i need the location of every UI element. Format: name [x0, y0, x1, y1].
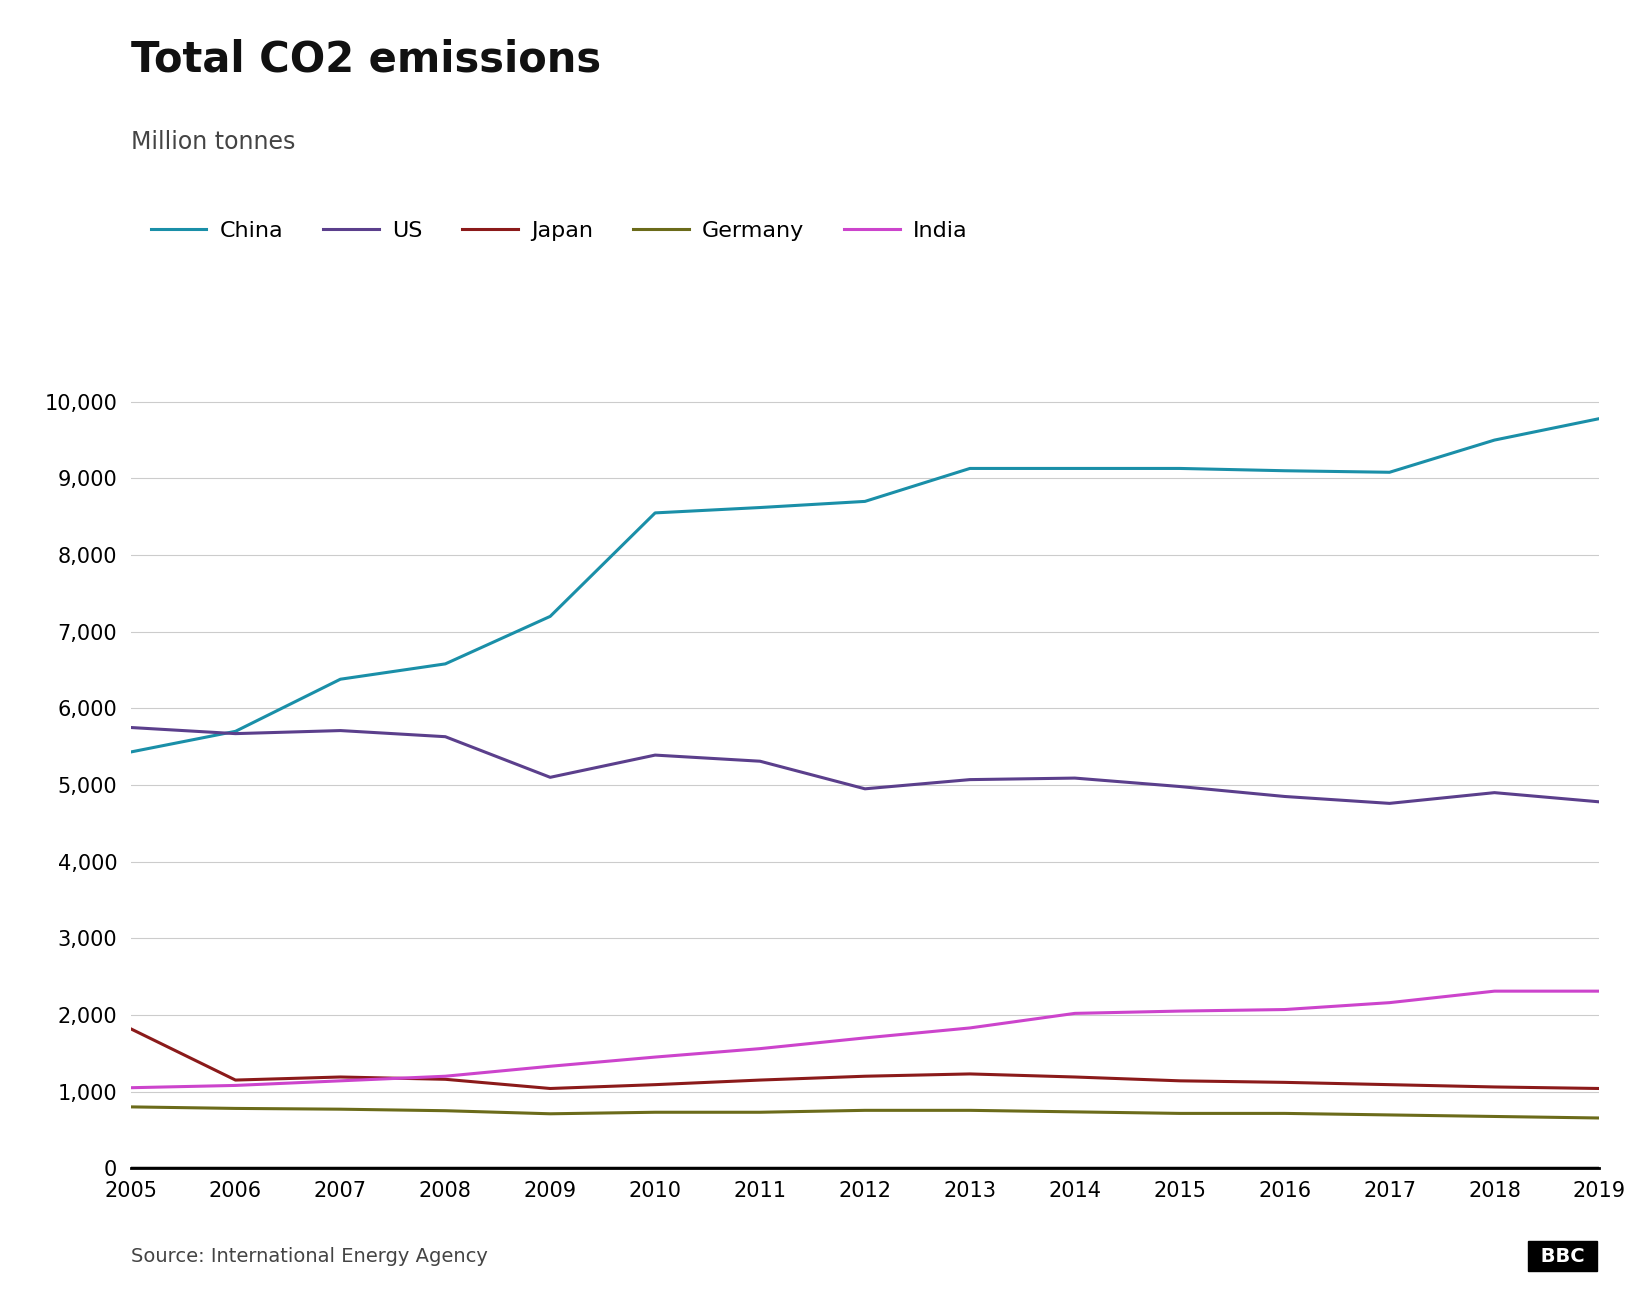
Japan: [645, 1077, 664, 1093]
Japan: [121, 1022, 140, 1037]
China: [1275, 463, 1294, 479]
Germany: [1170, 1106, 1190, 1121]
Germany: [960, 1102, 979, 1118]
US: [855, 781, 875, 797]
China: [960, 461, 979, 476]
India: [1379, 994, 1399, 1010]
US: [960, 772, 979, 788]
Japan: [1170, 1073, 1190, 1089]
US: [331, 723, 351, 739]
Line: Germany: Germany: [131, 1107, 1599, 1118]
China: [855, 493, 875, 509]
Legend: China, US, Japan, Germany, India: China, US, Japan, Germany, India: [142, 213, 978, 251]
Japan: [1275, 1075, 1294, 1090]
China: [436, 655, 455, 671]
US: [1485, 785, 1505, 801]
China: [645, 505, 664, 520]
China: [1066, 461, 1085, 476]
India: [225, 1077, 245, 1093]
Germany: [645, 1105, 664, 1120]
Germany: [1379, 1107, 1399, 1123]
Text: Million tonnes: Million tonnes: [131, 130, 295, 153]
India: [751, 1041, 770, 1057]
Line: US: US: [131, 727, 1599, 803]
China: [751, 500, 770, 515]
Japan: [436, 1072, 455, 1088]
India: [855, 1031, 875, 1046]
Japan: [1379, 1077, 1399, 1093]
Germany: [540, 1106, 560, 1121]
Germany: [1485, 1108, 1505, 1124]
India: [645, 1049, 664, 1064]
India: [331, 1073, 351, 1089]
US: [1379, 796, 1399, 811]
Line: Japan: Japan: [131, 1029, 1599, 1089]
China: [540, 609, 560, 624]
US: [751, 753, 770, 768]
Japan: [1485, 1079, 1505, 1094]
Text: Total CO2 emissions: Total CO2 emissions: [131, 39, 601, 80]
China: [1485, 432, 1505, 448]
Germany: [751, 1105, 770, 1120]
US: [540, 770, 560, 785]
US: [1275, 789, 1294, 805]
India: [1485, 984, 1505, 999]
China: [1170, 461, 1190, 476]
Germany: [436, 1103, 455, 1119]
India: [1275, 1002, 1294, 1018]
US: [645, 748, 664, 763]
Germany: [225, 1101, 245, 1116]
Germany: [1275, 1106, 1294, 1121]
US: [436, 729, 455, 745]
Japan: [225, 1072, 245, 1088]
India: [1170, 1003, 1190, 1019]
Japan: [1066, 1070, 1085, 1085]
Line: China: China: [131, 419, 1599, 752]
Japan: [540, 1081, 560, 1097]
Japan: [1590, 1081, 1609, 1097]
US: [121, 719, 140, 735]
US: [1170, 779, 1190, 794]
India: [121, 1080, 140, 1096]
Germany: [1066, 1105, 1085, 1120]
Text: Source: International Energy Agency: Source: International Energy Agency: [131, 1246, 488, 1266]
Germany: [331, 1102, 351, 1118]
India: [436, 1068, 455, 1084]
Japan: [331, 1070, 351, 1085]
India: [540, 1058, 560, 1073]
Japan: [855, 1068, 875, 1084]
Japan: [960, 1066, 979, 1081]
Germany: [1590, 1110, 1609, 1125]
India: [1066, 1006, 1085, 1022]
India: [1590, 984, 1609, 999]
Germany: [121, 1099, 140, 1115]
Germany: [855, 1102, 875, 1118]
US: [1590, 794, 1609, 810]
US: [225, 726, 245, 741]
India: [960, 1020, 979, 1036]
China: [331, 671, 351, 687]
Line: India: India: [131, 992, 1599, 1088]
Text: BBC: BBC: [1534, 1246, 1591, 1266]
China: [1379, 465, 1399, 480]
US: [1066, 770, 1085, 785]
Japan: [751, 1072, 770, 1088]
China: [121, 744, 140, 759]
China: [225, 723, 245, 739]
China: [1590, 411, 1609, 427]
